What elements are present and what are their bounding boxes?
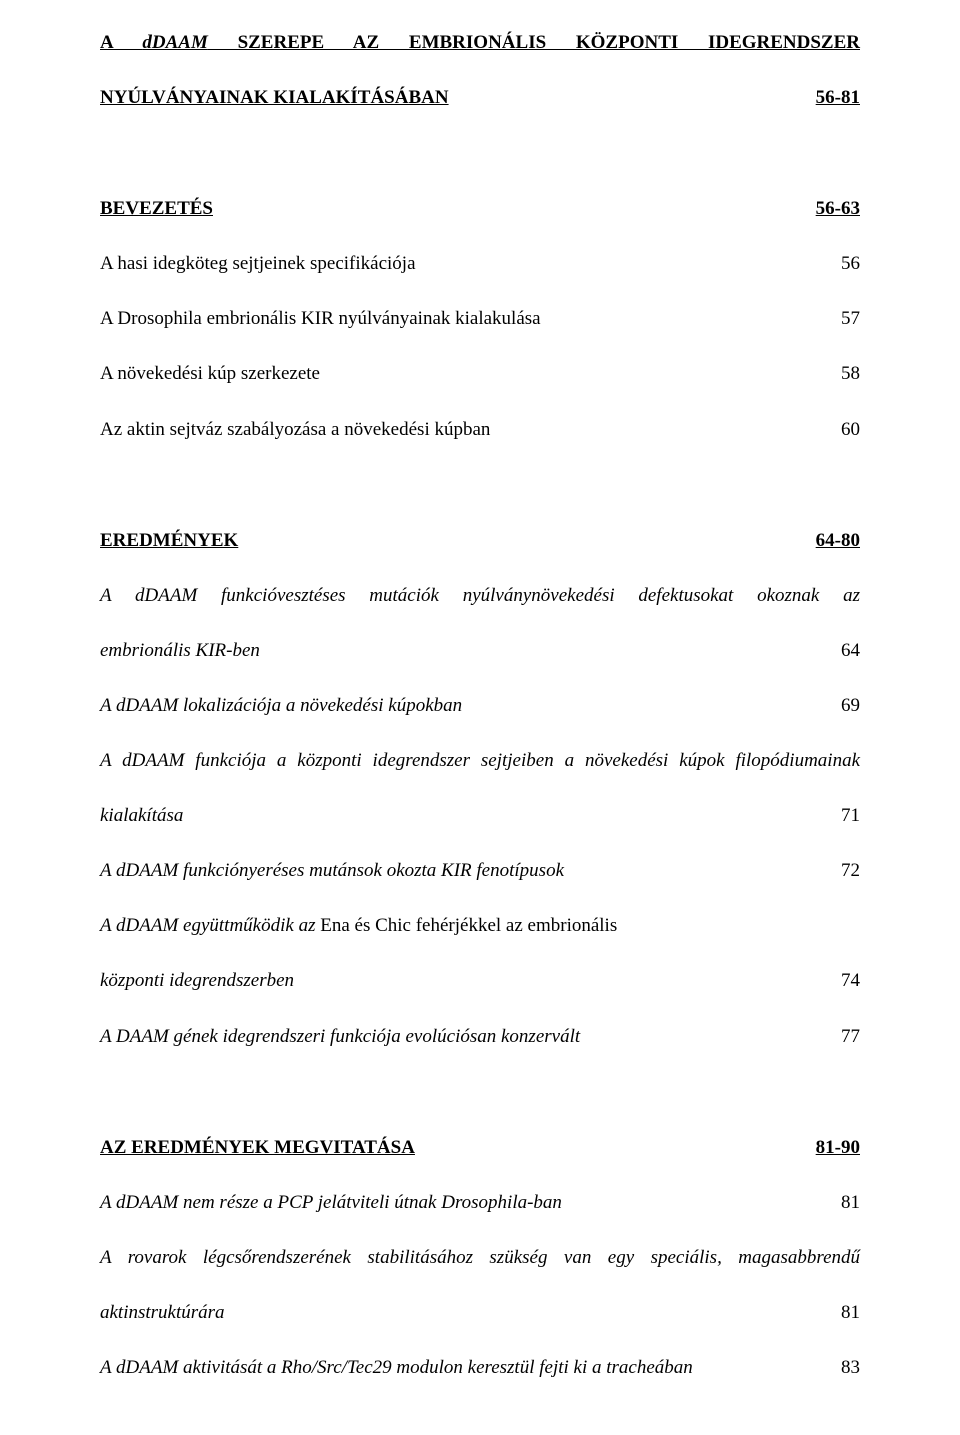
toc-entry: A hasi idegköteg sejtjeinek specifikáció… xyxy=(100,236,860,291)
section-heading-eredmenyek: EREDMÉNYEK 64-80 xyxy=(100,513,860,568)
page: A dDAAM SZEREPE AZ EMBRIONÁLIS KÖZPONTI … xyxy=(0,0,960,1435)
chapter-prefix: A xyxy=(100,32,142,53)
toc-entry: A dDAAM nem része a PCP jelátviteli útna… xyxy=(100,1175,860,1230)
chapter-title-line1: A dDAAM SZEREPE AZ EMBRIONÁLIS KÖZPONTI … xyxy=(100,15,860,70)
chapter-line2-label: NYÚLVÁNYAINAK KIALAKÍTÁSÁBAN xyxy=(100,87,449,108)
toc-entry: embrionális KIR-ben 64 xyxy=(100,623,860,678)
toc-entry: A Drosophila embrionális KIR nyúlványain… xyxy=(100,291,860,346)
entry-label: kialakítása xyxy=(100,788,821,843)
gap xyxy=(100,125,860,181)
entry-label: A dDAAM nem része a PCP jelátviteli útna… xyxy=(100,1175,821,1230)
entry-label-post: Ena és Chic fehérjékkel az embrionális xyxy=(320,915,617,936)
chapter-ital: dDAAM xyxy=(142,32,207,53)
chapter-mid: SZEREPE AZ EMBRIONÁLIS KÖZPONTI IDEGREND… xyxy=(208,32,860,53)
entry-label: központi idegrendszerben xyxy=(100,953,821,1008)
gap xyxy=(100,457,860,513)
toc-entry: A dDAAM aktivitását a Rho/Src/Tec29 modu… xyxy=(100,1340,860,1395)
toc-entry-wrap: A dDAAM funkciója a központi idegrendsze… xyxy=(100,733,860,788)
heading-page: 56-63 xyxy=(796,181,860,236)
toc-entry: A növekedési kúp szerkezete 58 xyxy=(100,346,860,401)
heading-page: 81-90 xyxy=(796,1120,860,1175)
entry-page: 60 xyxy=(821,402,860,457)
entry-label: A hasi idegköteg sejtjeinek specifikáció… xyxy=(100,236,821,291)
heading-label: BEVEZETÉS xyxy=(100,181,796,236)
entry-page: 69 xyxy=(821,678,860,733)
heading-label: EREDMÉNYEK xyxy=(100,513,796,568)
entry-label: A dDAAM funkciónyeréses mutánsok okozta … xyxy=(100,843,821,898)
entry-page: 77 xyxy=(821,1009,860,1064)
entry-page: 56 xyxy=(821,236,860,291)
entry-label: A Drosophila embrionális KIR nyúlványain… xyxy=(100,291,821,346)
toc-entry-wrap: A dDAAM funkcióvesztéses mutációk nyúlvá… xyxy=(100,568,860,623)
entry-label: A növekedési kúp szerkezete xyxy=(100,346,821,401)
heading-page: 64-80 xyxy=(796,513,860,568)
heading-label: AZ EREDMÉNYEK MEGVITATÁSA xyxy=(100,1120,796,1175)
entry-page: 83 xyxy=(821,1340,860,1395)
section-heading-megvitatasa: AZ EREDMÉNYEK MEGVITATÁSA 81-90 xyxy=(100,1120,860,1175)
toc-entry-wrap: A rovarok légcsőrendszerének stabilitásá… xyxy=(100,1230,860,1285)
entry-page: 57 xyxy=(821,291,860,346)
entry-page: 71 xyxy=(821,788,860,843)
entry-label: Az aktin sejtváz szabályozása a növekedé… xyxy=(100,402,821,457)
chapter-line2-page: 56-81 xyxy=(796,70,860,125)
entry-label: A dDAAM lokalizációja a növekedési kúpok… xyxy=(100,678,821,733)
chapter-title-line2: NYÚLVÁNYAINAK KIALAKÍTÁSÁBAN 56-81 xyxy=(100,70,860,125)
entry-page: 64 xyxy=(821,623,860,678)
entry-label: A DAAM gének idegrendszeri funkciója evo… xyxy=(100,1009,821,1064)
toc-entry-mixed: A dDAAM együttműködik az Ena és Chic feh… xyxy=(100,898,860,953)
toc-entry: A DAAM gének idegrendszeri funkciója evo… xyxy=(100,1009,860,1064)
entry-page: 74 xyxy=(821,953,860,1008)
entry-page: 81 xyxy=(821,1175,860,1230)
toc-entry: aktinstruktúrára 81 xyxy=(100,1285,860,1340)
entry-label: embrionális KIR-ben xyxy=(100,623,821,678)
entry-label-pre: A dDAAM együttműködik az xyxy=(100,915,320,936)
toc-entry: központi idegrendszerben 74 xyxy=(100,953,860,1008)
entry-page: 58 xyxy=(821,346,860,401)
section-heading-bevezetes: BEVEZETÉS 56-63 xyxy=(100,181,860,236)
entry-label: A dDAAM aktivitását a Rho/Src/Tec29 modu… xyxy=(100,1340,821,1395)
entry-label: aktinstruktúrára xyxy=(100,1285,821,1340)
toc-entry: A dDAAM lokalizációja a növekedési kúpok… xyxy=(100,678,860,733)
toc-entry: kialakítása 71 xyxy=(100,788,860,843)
toc-entry: Az aktin sejtváz szabályozása a növekedé… xyxy=(100,402,860,457)
toc-entry: A dDAAM funkciónyeréses mutánsok okozta … xyxy=(100,843,860,898)
gap xyxy=(100,1064,860,1120)
entry-page: 72 xyxy=(821,843,860,898)
entry-page: 81 xyxy=(821,1285,860,1340)
